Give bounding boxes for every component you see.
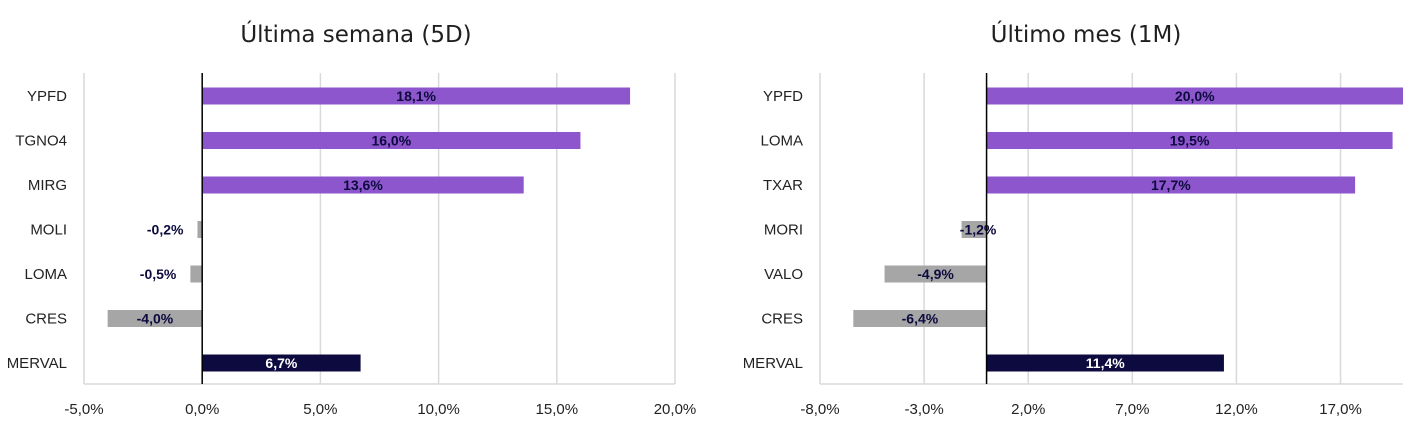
bar-merval — [986, 354, 1224, 372]
bar-ypfd — [202, 87, 631, 105]
bar-mirg — [202, 176, 524, 194]
category-label: TXAR — [763, 177, 803, 194]
bar-loma — [986, 132, 1393, 149]
x-tick-label: -3,0% — [905, 401, 944, 418]
x-tick-label: 17,0% — [1319, 401, 1362, 418]
chart-title-last-week: Última semana (5D) — [240, 20, 471, 48]
bar-tgno4 — [202, 132, 581, 149]
category-label: LOMA — [24, 266, 67, 283]
x-tick-label: -8,0% — [800, 401, 839, 418]
data-label: -1,2% — [960, 222, 997, 238]
bar-moli — [197, 221, 203, 238]
bar-merval — [202, 354, 361, 372]
data-label: 11,4% — [1086, 355, 1125, 371]
category-label: YPFD — [763, 88, 803, 105]
data-label: -6,4% — [902, 311, 939, 327]
x-tick-label: 15,0% — [536, 401, 579, 418]
bar-valo — [884, 265, 987, 283]
x-tick-label: 2,0% — [1011, 401, 1045, 418]
chart-title-last-month: Último mes (1M) — [991, 20, 1182, 48]
data-label: -4,0% — [137, 311, 174, 327]
data-label: 17,7% — [1151, 177, 1191, 193]
x-tick-label: 12,0% — [1215, 401, 1258, 418]
bar-txar — [986, 176, 1356, 194]
category-label: TGNO4 — [15, 133, 67, 150]
bar-cres — [853, 310, 987, 327]
bar-mori — [961, 221, 987, 238]
data-label: -0,5% — [140, 266, 177, 282]
data-label: 13,6% — [343, 177, 383, 193]
category-label: MOLI — [30, 222, 67, 239]
data-label: 18,1% — [396, 88, 436, 104]
bar-loma — [190, 265, 203, 283]
x-tick-label: 10,0% — [417, 401, 460, 418]
bar-ypfd — [986, 87, 1403, 105]
category-label: MERVAL — [7, 355, 67, 372]
x-tick-label: 7,0% — [1115, 401, 1149, 418]
category-label: CRES — [25, 311, 67, 328]
category-label: MERVAL — [743, 355, 803, 372]
category-label: MORI — [764, 222, 803, 239]
x-tick-label: 5,0% — [303, 401, 337, 418]
chart-last-week: Última semana (5D) -5,0% 0,0% 5,0% 10,0% 15,… — [7, 20, 697, 418]
category-label: LOMA — [760, 133, 803, 150]
data-label: -0,2% — [147, 222, 184, 238]
category-label: CRES — [761, 311, 803, 328]
category-label: MIRG — [28, 177, 67, 194]
x-tick-label: 20,0% — [654, 401, 697, 418]
category-label: YPFD — [27, 88, 67, 105]
data-label: -4,9% — [917, 266, 954, 282]
x-tick-label: -5,0% — [64, 401, 103, 418]
data-label: 16,0% — [371, 133, 411, 149]
data-label: 20,0% — [1175, 88, 1215, 104]
category-label: VALO — [764, 266, 803, 283]
bar-cres — [107, 310, 203, 327]
x-tick-label: 0,0% — [185, 401, 219, 418]
chart-last-month: Último mes (1M) -8,0% -3,0% 2,0% 7,0% 12,0% 1… — [743, 20, 1403, 418]
data-label: 19,5% — [1170, 133, 1210, 149]
data-label: 6,7% — [265, 355, 297, 371]
